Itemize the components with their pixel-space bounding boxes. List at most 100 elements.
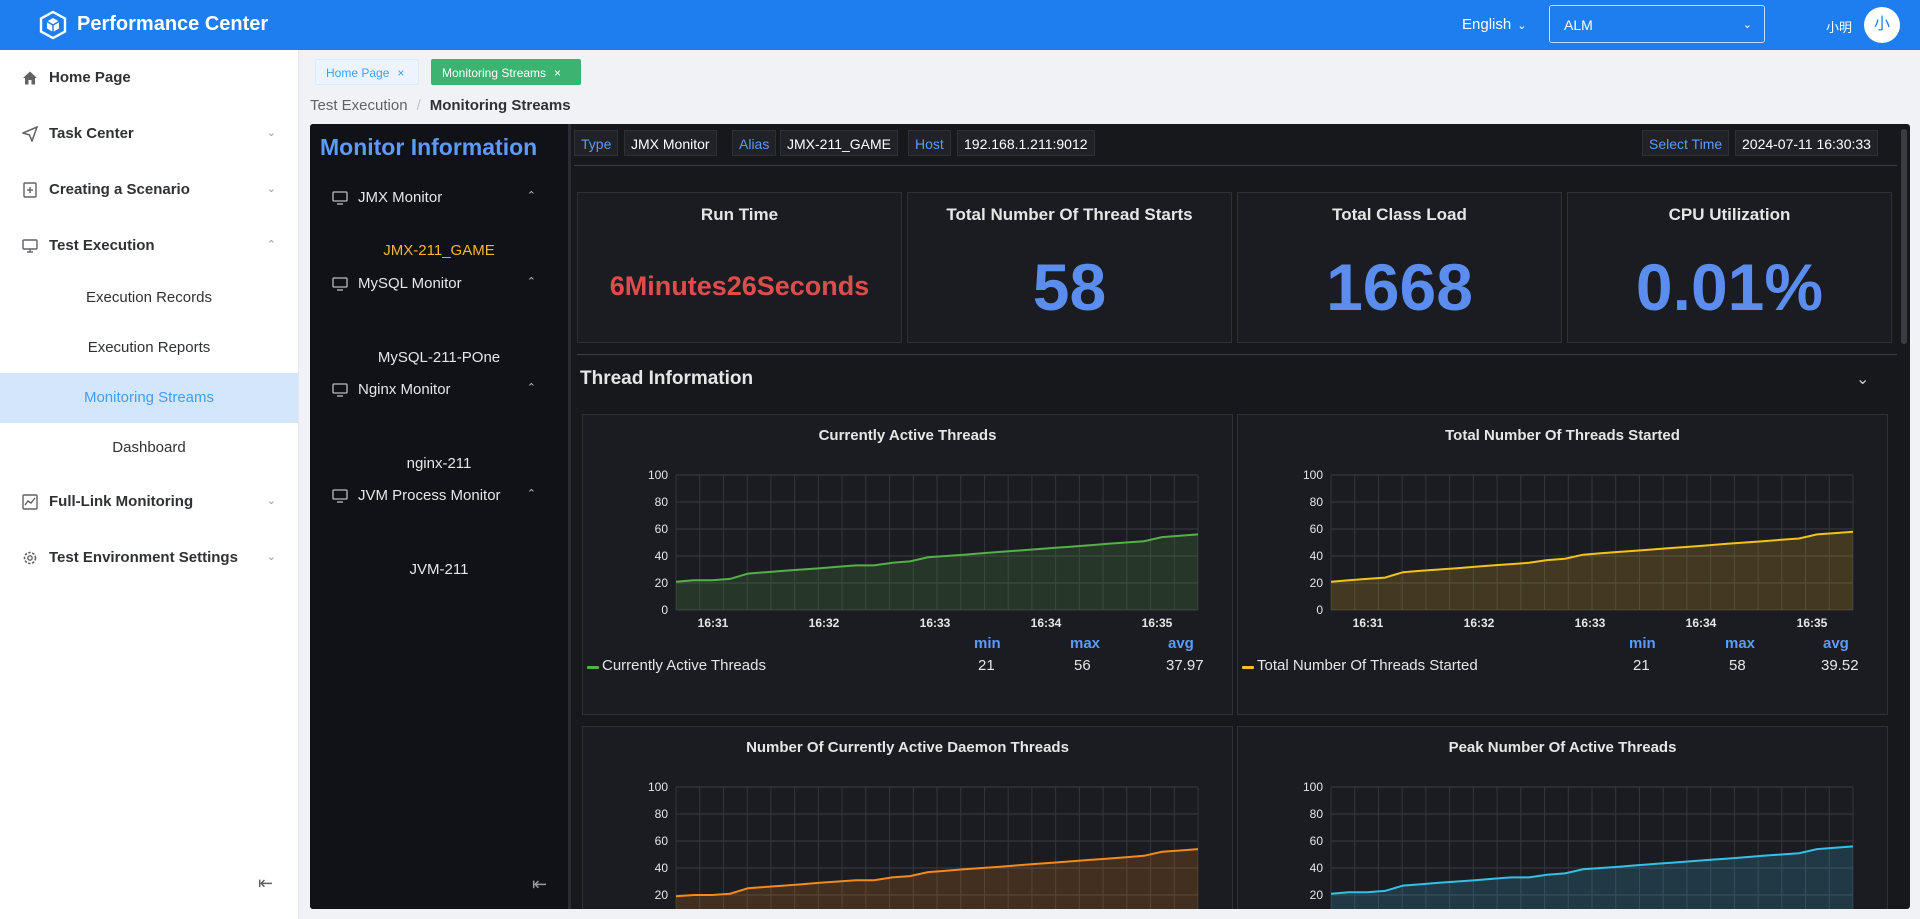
y-tick-label: 20 — [655, 888, 669, 902]
series-area — [676, 849, 1198, 909]
collapse-menu-icon[interactable]: ⇤ — [258, 873, 274, 893]
y-tick-label: 40 — [655, 861, 669, 875]
chevron-down-icon: ⌄ — [1517, 20, 1527, 32]
app-title: Performance Center — [77, 13, 269, 35]
project-select[interactable]: ALM ⌄ — [1549, 5, 1765, 43]
gear-icon — [23, 551, 37, 565]
chevron-up-icon: ⌃ — [526, 276, 536, 288]
series-area — [1331, 531, 1853, 610]
monitor-item-nginx-211[interactable]: nginx-211 — [406, 455, 472, 472]
sidebar-subitem-execution-records[interactable]: Execution Records — [86, 289, 212, 306]
cube-logo-icon — [39, 10, 67, 40]
x-tick-label: 16:35 — [1797, 616, 1828, 630]
select-time-value[interactable]: 2024-07-11 16:30:33 — [1735, 130, 1878, 156]
sidebar-item-test-execution[interactable]: Test Execution ⌃ — [0, 221, 298, 271]
y-tick-label: 0 — [661, 603, 668, 617]
sidebar-subitem-execution-reports[interactable]: Execution Reports — [87, 339, 211, 356]
filter-divider — [574, 165, 1897, 166]
chevron-down-icon[interactable]: ⌄ — [1856, 371, 1870, 388]
monitor-group-nginx[interactable]: Nginx Monitor ⌃ — [332, 376, 542, 406]
language-selector[interactable]: English ⌄ — [1462, 16, 1526, 33]
sidebar: Home Page Task Center ⌄ Creating a Scena… — [0, 50, 299, 919]
section-title: Thread Information — [580, 368, 754, 389]
sidebar-item-label: Test Execution — [49, 237, 155, 254]
y-tick-label: 60 — [655, 522, 669, 536]
legend-min-value: 21 — [978, 657, 995, 674]
legend-min-header: min — [974, 635, 1001, 652]
stat-value: 0.01% — [1635, 250, 1824, 324]
sidebar-subitem-monitoring-streams[interactable]: Monitoring Streams — [0, 373, 298, 423]
x-tick-label: 16:35 — [1142, 616, 1173, 630]
y-tick-label: 100 — [1303, 468, 1323, 482]
monitor-item-jmx-211-game[interactable]: JMX-211_GAME — [383, 242, 495, 259]
tab-label: Monitoring Streams — [442, 66, 547, 80]
sidebar-subitem-dashboard[interactable]: Dashboard — [112, 439, 186, 456]
legend-series-name[interactable]: Currently Active Threads — [602, 657, 766, 674]
tab-monitoring-streams[interactable]: Monitoring Streams × — [431, 59, 581, 85]
monitor-item-jvm-211[interactable]: JVM-211 — [409, 561, 469, 578]
monitor-sidebar: Monitor Information JMX Monitor ⌃ JMX-21… — [310, 124, 571, 909]
y-tick-label: 40 — [655, 549, 669, 563]
x-tick-label: 16:34 — [1031, 616, 1062, 630]
sidebar-item-home-page[interactable]: Home Page — [0, 53, 298, 103]
breadcrumb-parent[interactable]: Test Execution — [310, 97, 408, 114]
close-icon[interactable]: × — [554, 66, 562, 80]
y-tick-label: 80 — [1310, 495, 1324, 509]
legend-series-name[interactable]: Total Number Of Threads Started — [1257, 657, 1478, 674]
stat-title: Total Class Load — [1332, 205, 1467, 224]
y-tick-label: 20 — [1310, 888, 1324, 902]
y-tick-label: 60 — [655, 834, 669, 848]
project-select-value: ALM — [1564, 17, 1593, 33]
monitor-group-jmx[interactable]: JMX Monitor ⌃ — [332, 184, 542, 214]
sidebar-item-full-link-monitoring[interactable]: Full-Link Monitoring ⌄ — [0, 477, 298, 527]
tab-home-page[interactable]: Home Page × — [315, 59, 419, 85]
close-icon[interactable]: × — [397, 66, 405, 80]
chart-legend: min max avg Currently Active Threads 21 … — [583, 635, 1234, 685]
add-file-icon — [23, 182, 37, 198]
x-tick-label: 16:32 — [809, 616, 840, 630]
x-tick-label: 16:33 — [920, 616, 951, 630]
collapse-monitor-icon[interactable]: ⇤ — [532, 874, 548, 894]
monitor-group-label: JMX Monitor — [358, 189, 443, 206]
sidebar-item-creating-a-scenario[interactable]: Creating a Scenario ⌄ — [0, 165, 298, 215]
series-line — [1330, 845, 1854, 895]
x-tick-label: 16:33 — [1575, 616, 1606, 630]
monitor-group-mysql[interactable]: MySQL Monitor ⌃ — [332, 270, 542, 300]
sidebar-item-label: Creating a Scenario — [49, 181, 190, 198]
y-tick-label: 80 — [655, 495, 669, 509]
chart-title: Total Number Of Threads Started — [1445, 427, 1680, 444]
chevron-down-icon: ⌄ — [266, 551, 276, 563]
chart-title: Number Of Currently Active Daemon Thread… — [746, 739, 1069, 756]
host-value[interactable]: 192.168.1.211:9012 — [957, 130, 1095, 156]
monitor-panel-title: Monitor Information — [320, 134, 538, 160]
scrollbar[interactable] — [1901, 129, 1907, 344]
alias-value[interactable]: JMX-211_GAME — [780, 130, 898, 156]
legend-max-header: max — [1725, 635, 1756, 652]
send-icon — [22, 126, 38, 142]
monitor-group-jvm-process[interactable]: JVM Process Monitor ⌃ — [332, 482, 542, 512]
monitor-icon — [22, 239, 38, 253]
monitor-item-mysql-211-pone[interactable]: MySQL-211-POne — [377, 349, 501, 366]
chevron-up-icon: ⌃ — [526, 382, 536, 394]
stat-title: Total Number Of Thread Starts — [946, 205, 1193, 224]
chart-icon — [22, 494, 38, 510]
username[interactable]: 小明 — [1826, 20, 1853, 35]
stat-value: 1668 — [1326, 250, 1473, 324]
type-value[interactable]: JMX Monitor — [624, 130, 717, 156]
monitor-group-label: MySQL Monitor — [358, 275, 462, 292]
top-bar: Performance Center English ⌄ ALM ⌄ 小明 小 — [0, 0, 1920, 50]
sidebar-item-task-center[interactable]: Task Center ⌄ — [0, 109, 298, 159]
avatar[interactable]: 小 — [1864, 7, 1900, 43]
y-tick-label: 40 — [1310, 549, 1324, 563]
legend-max-header: max — [1070, 635, 1101, 652]
x-tick-label: 16:32 — [1464, 616, 1495, 630]
stat-card-class-load: Total Class Load 1668 — [1237, 192, 1562, 343]
legend-avg-header: avg — [1168, 635, 1194, 652]
sidebar-item-test-environment-settings[interactable]: Test Environment Settings ⌄ — [0, 533, 298, 583]
breadcrumb-current: Monitoring Streams — [429, 97, 571, 114]
series-line — [675, 533, 1199, 583]
